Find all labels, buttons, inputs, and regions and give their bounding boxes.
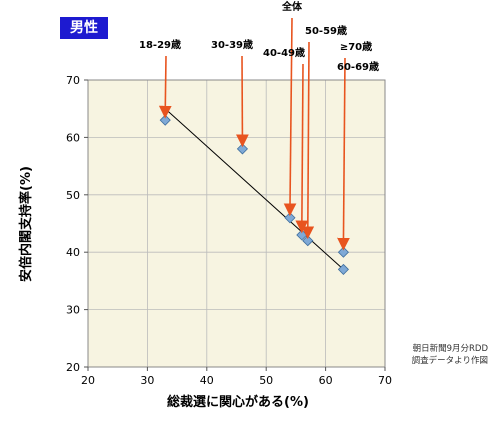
y-tick-label: 70: [66, 74, 80, 87]
annotation-arrow: [158, 55, 172, 119]
annotation-arrow: [337, 57, 350, 251]
annotation-label: 全体: [281, 0, 303, 13]
annotation-label: 18-29歳: [139, 38, 181, 51]
annotation-arrow: [301, 41, 315, 240]
x-tick-label: 60: [319, 374, 333, 387]
y-tick-label: 30: [66, 304, 80, 317]
x-tick-label: 30: [140, 374, 154, 387]
y-tick-label: 40: [66, 246, 80, 259]
annotation-arrow: [283, 17, 297, 217]
y-tick-label: 60: [66, 131, 80, 144]
axes: [84, 79, 386, 371]
x-tick-label: 20: [81, 374, 95, 387]
annotation-label: 50-59歳: [305, 24, 347, 37]
y-axis-label: 安倍内閣支持率(%): [18, 166, 34, 282]
source-note-line2: 調査データより作図: [411, 356, 488, 366]
x-axis-label: 総裁選に関心がある(%): [167, 394, 309, 410]
grid-lines: [87, 79, 386, 368]
annotation-label: ≥70歳: [340, 40, 372, 53]
x-tick-label: 70: [378, 374, 392, 387]
annotation-label: 30-39歳: [211, 38, 253, 51]
y-tick-label: 20: [66, 361, 80, 374]
annotation-label: 40-49歳: [263, 46, 305, 59]
source-note-line1: 朝日新聞9月分RDD: [412, 344, 488, 354]
plot-frame: [87, 79, 386, 368]
data-point: [337, 263, 349, 275]
x-tick-label: 40: [200, 374, 214, 387]
y-tick-label: 50: [66, 189, 80, 202]
annotation-label: 60-69歳: [337, 60, 379, 73]
trend-line: [164, 108, 344, 270]
plot-area: [88, 80, 385, 367]
tick-labels: 20 30 40 50 60 70 20 30 40 50 60 70: [66, 74, 392, 387]
gender-badge: 男性: [60, 17, 108, 39]
annotation-arrows: [158, 17, 350, 251]
x-tick-label: 50: [259, 374, 273, 387]
annotation-arrow: [295, 63, 309, 234]
